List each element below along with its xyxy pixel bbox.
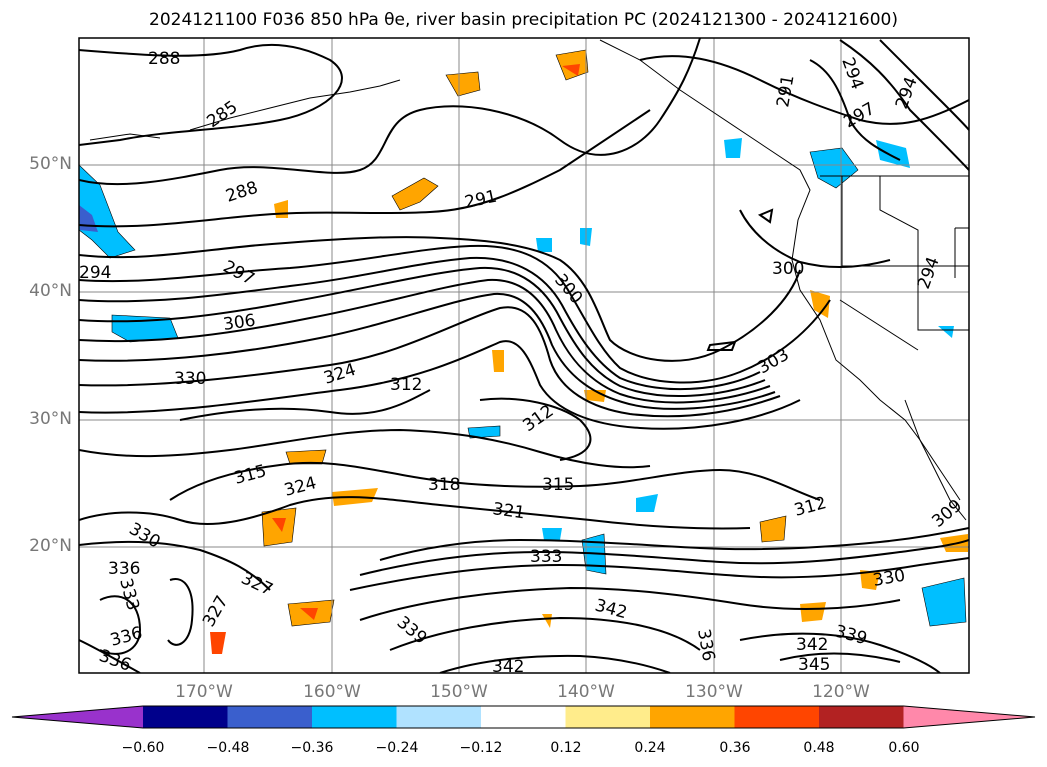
colorbar-segment [312, 706, 397, 728]
contour-label: 297 [841, 99, 879, 133]
contour-label: 288 [148, 49, 180, 69]
colorbar-segment [734, 706, 819, 728]
colorbar-tick: −0.12 [459, 740, 503, 756]
colorbar-extend-low [12, 706, 143, 728]
contour-label: 315 [232, 461, 269, 489]
contour-label: 345 [798, 655, 830, 675]
contour-label: 294 [837, 55, 867, 92]
contour-label: 339 [833, 622, 870, 650]
contour-label: 315 [542, 475, 574, 495]
colorbar-segment [227, 706, 312, 728]
lat-label: 50°N [29, 154, 72, 174]
contour-label: 342 [796, 635, 828, 655]
lat-label: 20°N [29, 536, 72, 556]
contour-label: 300 [550, 270, 586, 308]
coastlines [89, 39, 969, 521]
colorbar-segment [650, 706, 735, 728]
contour-label: 303 [755, 345, 793, 379]
precip-patches [79, 49, 968, 654]
colorbar-tick: −0.24 [375, 740, 419, 756]
contour-label: 336 [108, 559, 140, 579]
contour-label: 306 [222, 311, 257, 335]
lon-label: 150°W [430, 682, 488, 702]
map-title: 2024121100 F036 850 hPa θe, river basin … [149, 10, 898, 30]
lat-label: 40°N [29, 281, 72, 301]
lon-label: 140°W [557, 682, 615, 702]
contour-label: 312 [390, 375, 422, 395]
colorbar-segment [819, 706, 904, 728]
contour-label: 327 [238, 568, 276, 600]
contour-label: 336 [693, 627, 718, 662]
map-frame [78, 37, 970, 674]
contour-label: 291 [463, 187, 499, 213]
lat-label: 30°N [29, 409, 72, 429]
colorbar-outline [11, 705, 1036, 729]
colorbar-tick: −0.60 [121, 740, 165, 756]
contour-label: 324 [282, 473, 319, 501]
contour-label: 318 [428, 475, 460, 495]
contour-label: 312 [792, 493, 829, 521]
lon-label: 120°W [812, 682, 870, 702]
colorbar-segment [481, 706, 566, 728]
contour-label: 294 [892, 74, 922, 111]
contour-label: 330 [126, 519, 164, 553]
colorbar-tick: 0.24 [634, 740, 666, 756]
colorbar-extend-high [903, 706, 1035, 728]
contour-label: 321 [491, 499, 526, 523]
contour-label: 291 [773, 73, 798, 108]
colorbar-tick: 0.36 [719, 740, 751, 756]
lon-label: 160°W [303, 682, 361, 702]
contour-label: 339 [393, 613, 431, 649]
contour-label: 333 [530, 547, 562, 567]
colorbar-tick: 0.12 [550, 740, 582, 756]
colorbar-segment [565, 706, 650, 728]
colorbar [11, 705, 1036, 729]
contour-label: 294 [79, 263, 111, 283]
contour-label: 324 [321, 360, 358, 389]
lon-label: 170°W [175, 682, 233, 702]
contour-label: 309 [928, 496, 966, 532]
contour-label: 288 [223, 178, 260, 207]
colorbar-tick: −0.48 [206, 740, 250, 756]
colorbar-segment [143, 706, 228, 728]
colorbar-segment [396, 706, 481, 728]
contour-label: 330 [174, 369, 206, 389]
contour-label-group: 288 285 288 291 294 297 297 300 300 303 … [79, 49, 966, 677]
contour-label: 330 [871, 566, 906, 591]
contour-label: 297 [220, 257, 258, 290]
colorbar-tick: −0.36 [290, 740, 334, 756]
colorbar-tick: 0.48 [803, 740, 835, 756]
contour-label: 336 [108, 623, 145, 651]
contour-label: 342 [492, 657, 524, 677]
contour-label: 333 [115, 576, 143, 613]
contour-label: 300 [772, 259, 804, 279]
lon-label: 130°W [685, 682, 743, 702]
colorbar-tick: 0.60 [888, 740, 920, 756]
theta-e-contours [79, 38, 969, 673]
